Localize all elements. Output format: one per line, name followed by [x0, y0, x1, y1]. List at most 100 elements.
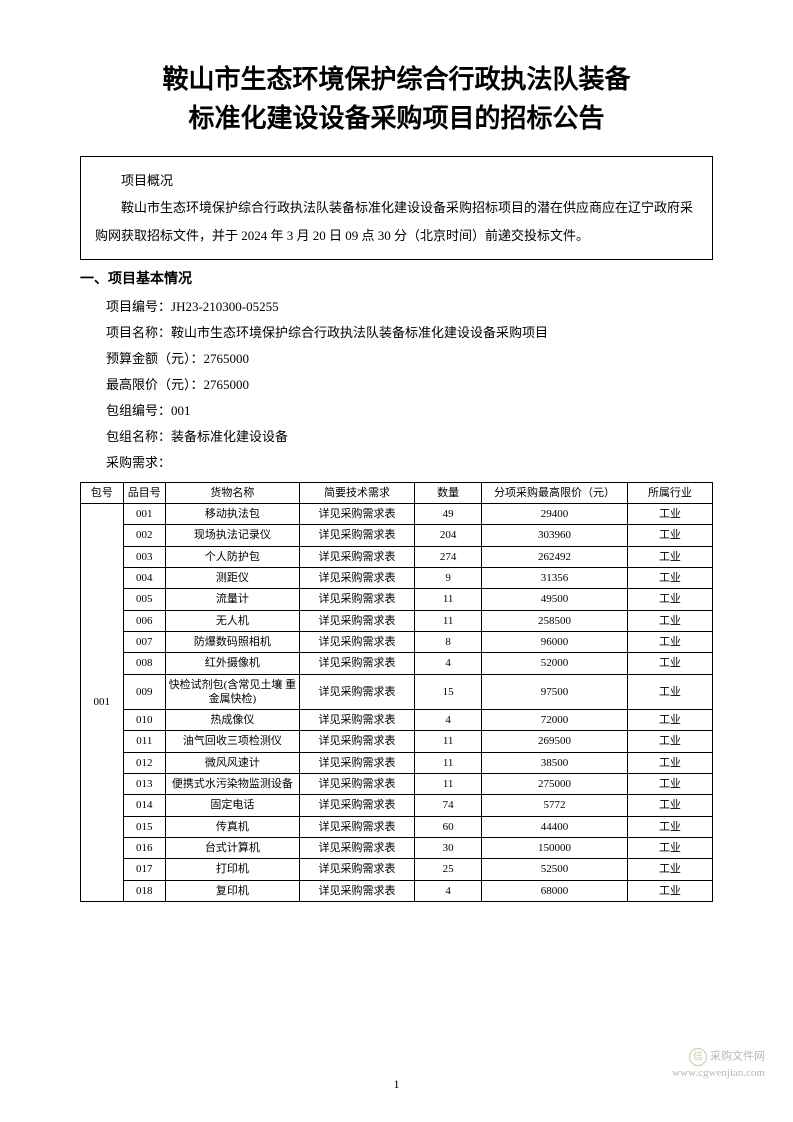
cell-industry: 工业 — [627, 589, 712, 610]
cell-qty: 204 — [415, 525, 482, 546]
budget-line: 预算金额（元）：2765000 — [106, 346, 713, 372]
cell-name: 台式计算机 — [166, 837, 300, 858]
cell-name: 个人防护包 — [166, 546, 300, 567]
watermark-brand-line: 采购文件网 — [672, 1048, 765, 1066]
cell-item: 004 — [123, 568, 166, 589]
overview-box: 项目概况 鞍山市生态环境保护综合行政执法队装备标准化建设设备采购招标项目的潜在供… — [80, 156, 713, 260]
cell-item: 001 — [123, 504, 166, 525]
watermark-brand: 采购文件网 — [710, 1050, 765, 1062]
cell-price: 258500 — [482, 610, 628, 631]
table-row: 006无人机详见采购需求表11258500工业 — [81, 610, 713, 631]
cell-name: 油气回收三项检测仪 — [166, 731, 300, 752]
maxprice-line: 最高限价（元）：2765000 — [106, 372, 713, 398]
cell-item: 008 — [123, 653, 166, 674]
project-no-line: 项目编号：JH23-210300-05255 — [106, 294, 713, 320]
cell-item: 007 — [123, 631, 166, 652]
cell-industry: 工业 — [627, 653, 712, 674]
cell-qty: 8 — [415, 631, 482, 652]
cell-item: 013 — [123, 774, 166, 795]
table-row: 011油气回收三项检测仪详见采购需求表11269500工业 — [81, 731, 713, 752]
pkg-no-value: 001 — [171, 403, 191, 418]
pkg-name-label: 包组名称： — [106, 429, 171, 444]
cell-name: 热成像仪 — [166, 710, 300, 731]
table-header-row: 包号 品目号 货物名称 简要技术需求 数量 分项采购最高限价（元） 所属行业 — [81, 482, 713, 503]
table-row: 009快检试剂包(含常见土壤 重金属快检)详见采购需求表1597500工业 — [81, 674, 713, 710]
cell-qty: 274 — [415, 546, 482, 567]
cell-name: 便携式水污染物监测设备 — [166, 774, 300, 795]
cell-qty: 25 — [415, 859, 482, 880]
demand-label: 采购需求： — [106, 455, 171, 470]
cell-name: 微风风速计 — [166, 752, 300, 773]
cell-industry: 工业 — [627, 504, 712, 525]
th-pkg: 包号 — [81, 482, 124, 503]
watermark-url: www.cgwenjian.com — [672, 1066, 765, 1080]
cell-item: 018 — [123, 880, 166, 901]
cell-industry: 工业 — [627, 631, 712, 652]
pkg-no-label: 包组编号： — [106, 403, 171, 418]
cell-name: 移动执法包 — [166, 504, 300, 525]
cell-industry: 工业 — [627, 859, 712, 880]
cell-tech: 详见采购需求表 — [299, 504, 414, 525]
cell-price: 5772 — [482, 795, 628, 816]
cell-name: 现场执法记录仪 — [166, 525, 300, 546]
cell-qty: 4 — [415, 880, 482, 901]
cell-qty: 11 — [415, 731, 482, 752]
table-row: 001001移动执法包详见采购需求表4929400工业 — [81, 504, 713, 525]
cell-item: 014 — [123, 795, 166, 816]
th-name: 货物名称 — [166, 482, 300, 503]
cell-industry: 工业 — [627, 710, 712, 731]
cell-name: 无人机 — [166, 610, 300, 631]
table-row: 018复印机详见采购需求表468000工业 — [81, 880, 713, 901]
budget-value: 2765000 — [204, 351, 250, 366]
cell-name: 复印机 — [166, 880, 300, 901]
cell-industry: 工业 — [627, 795, 712, 816]
project-name-label: 项目名称： — [106, 325, 171, 340]
table-row: 005流量计详见采购需求表1149500工业 — [81, 589, 713, 610]
cell-qty: 11 — [415, 752, 482, 773]
cell-item: 002 — [123, 525, 166, 546]
watermark-logo-icon — [689, 1048, 707, 1066]
table-row: 017打印机详见采购需求表2552500工业 — [81, 859, 713, 880]
pkg-no-line: 包组编号：001 — [106, 398, 713, 424]
cell-item: 005 — [123, 589, 166, 610]
cell-qty: 9 — [415, 568, 482, 589]
cell-qty: 11 — [415, 589, 482, 610]
table-row: 008红外摄像机详见采购需求表452000工业 — [81, 653, 713, 674]
pkg-name-value: 装备标准化建设设备 — [171, 429, 288, 444]
cell-price: 52000 — [482, 653, 628, 674]
project-name-line: 项目名称：鞍山市生态环境保护综合行政执法队装备标准化建设设备采购项目 — [106, 320, 713, 346]
project-no-value: JH23-210300-05255 — [171, 299, 279, 314]
maxprice-value: 2765000 — [204, 377, 250, 392]
cell-tech: 详见采购需求表 — [299, 710, 414, 731]
cell-price: 31356 — [482, 568, 628, 589]
section-1-heading: 一、项目基本情况 — [80, 268, 713, 288]
cell-pkg: 001 — [81, 504, 124, 902]
cell-tech: 详见采购需求表 — [299, 546, 414, 567]
cell-name: 测距仪 — [166, 568, 300, 589]
cell-industry: 工业 — [627, 546, 712, 567]
cell-item: 011 — [123, 731, 166, 752]
cell-item: 012 — [123, 752, 166, 773]
cell-price: 72000 — [482, 710, 628, 731]
cell-price: 150000 — [482, 837, 628, 858]
cell-tech: 详见采购需求表 — [299, 631, 414, 652]
cell-industry: 工业 — [627, 525, 712, 546]
cell-item: 017 — [123, 859, 166, 880]
table-row: 016台式计算机详见采购需求表30150000工业 — [81, 837, 713, 858]
cell-tech: 详见采购需求表 — [299, 674, 414, 710]
cell-item: 015 — [123, 816, 166, 837]
cell-industry: 工业 — [627, 674, 712, 710]
cell-tech: 详见采购需求表 — [299, 816, 414, 837]
cell-price: 68000 — [482, 880, 628, 901]
cell-item: 010 — [123, 710, 166, 731]
table-row: 002现场执法记录仪详见采购需求表204303960工业 — [81, 525, 713, 546]
cell-tech: 详见采购需求表 — [299, 525, 414, 546]
table-row: 004测距仪详见采购需求表931356工业 — [81, 568, 713, 589]
cell-industry: 工业 — [627, 752, 712, 773]
table-body: 001001移动执法包详见采购需求表4929400工业002现场执法记录仪详见采… — [81, 504, 713, 902]
cell-price: 29400 — [482, 504, 628, 525]
cell-tech: 详见采购需求表 — [299, 837, 414, 858]
cell-price: 96000 — [482, 631, 628, 652]
table-row: 015传真机详见采购需求表6044400工业 — [81, 816, 713, 837]
pkg-name-line: 包组名称：装备标准化建设设备 — [106, 424, 713, 450]
